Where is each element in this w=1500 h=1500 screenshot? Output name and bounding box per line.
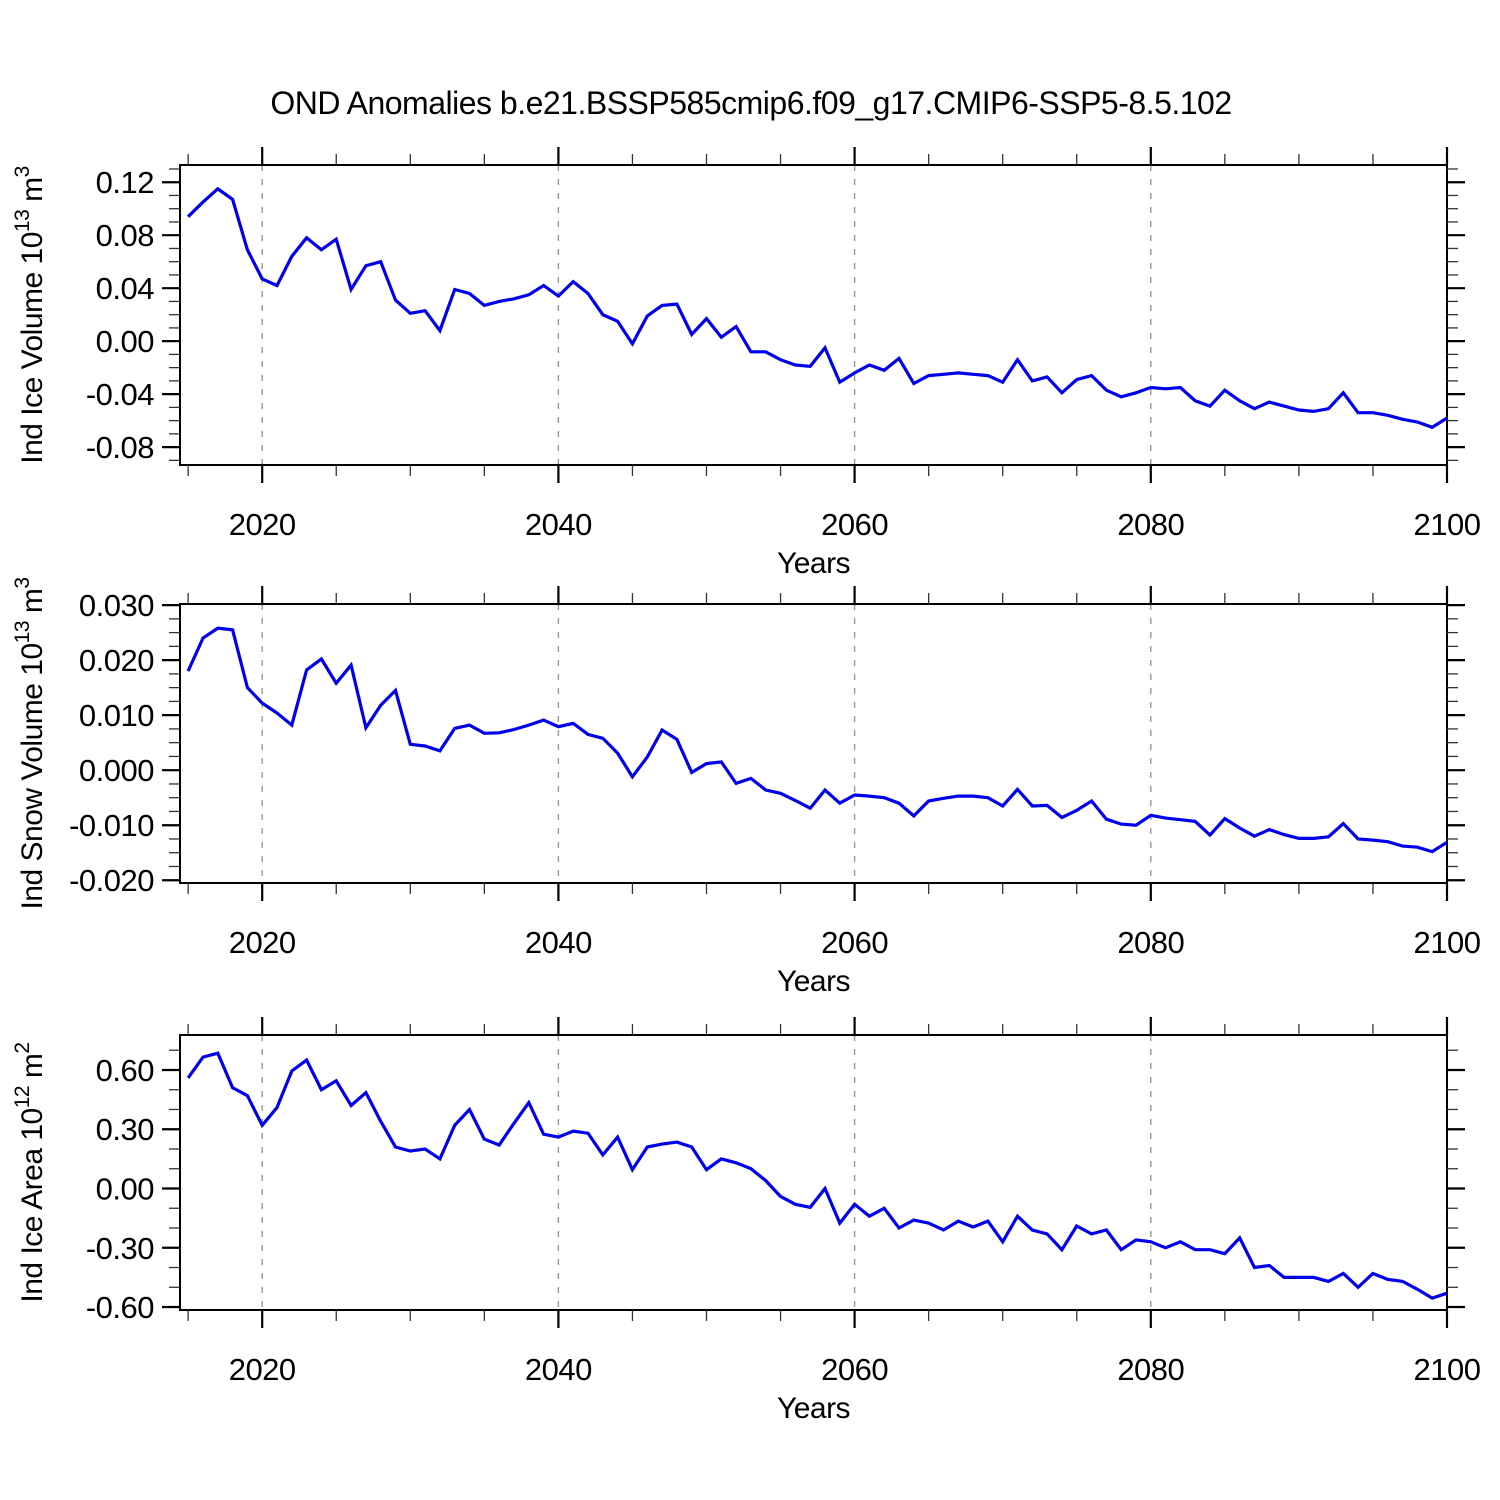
y-tick-label: 0.00 — [96, 324, 155, 359]
x-tick-label: 2080 — [1117, 925, 1184, 960]
panels-group: 2020 2040 2060 2080 2100 Years 0.12 0.08 0.04 0.0… — [11, 147, 1481, 1425]
x-tick-label: 2100 — [1414, 925, 1481, 960]
y-tick-label: 0.08 — [96, 218, 154, 253]
panel-ind-ice-volume: 2020 2040 2060 2080 2100 Years 0.12 0.08 0.04 0.0… — [11, 147, 1481, 580]
y-tick-label: -0.010 — [69, 808, 154, 843]
y-axis-title: Ind Snow Volume 1013 m3 — [11, 577, 49, 909]
y-tick-label: 0.12 — [96, 165, 154, 200]
y-tick-label: 0.30 — [96, 1112, 155, 1147]
x-tick-label: 2060 — [821, 507, 888, 542]
x-tick-label: 2040 — [525, 1352, 592, 1387]
y-tick-label: 0.010 — [79, 698, 154, 733]
x-axis-title: Years — [777, 1392, 850, 1425]
plot-box — [179, 1034, 1448, 1311]
y-ticks — [162, 604, 1465, 882]
x-ticks — [187, 147, 1449, 483]
x-tick-label: 2020 — [229, 1352, 296, 1387]
y-tick-label: -0.60 — [86, 1290, 154, 1325]
x-tick-label: 2040 — [525, 507, 592, 542]
y-tick-label: 0.60 — [96, 1053, 155, 1088]
x-ticks — [187, 1017, 1449, 1328]
y-tick-label: 0.04 — [96, 271, 155, 306]
x-axis-title: Years — [777, 547, 850, 580]
y-tick-label: -0.08 — [86, 430, 154, 465]
y-ticks — [162, 168, 1465, 462]
x-tick-label: 2080 — [1117, 1352, 1184, 1387]
x-ticks — [187, 586, 1449, 901]
plot-box — [179, 603, 1448, 884]
panel-ind-ice-area: 2020 2040 2060 2080 2100 Years 0.60 0.30 0.00 -0.… — [11, 1017, 1481, 1425]
x-tick-label: 2020 — [229, 507, 296, 542]
series-line-ind-snow-volume — [186, 626, 1448, 854]
x-tick-label: 2100 — [1414, 507, 1481, 542]
y-tick-label: 0.020 — [79, 643, 154, 678]
y-tick-label: -0.04 — [86, 377, 154, 412]
y-tick-label: 0.00 — [96, 1172, 155, 1207]
x-tick-label: 2100 — [1414, 1352, 1481, 1387]
y-tick-label: 0.000 — [79, 753, 154, 788]
chart-title: OND Anomalies b.e21.BSSP585cmip6.f09_g17… — [270, 85, 1231, 121]
y-tick-label: -0.30 — [86, 1231, 154, 1266]
x-axis-title: Years — [777, 965, 850, 998]
plot-box — [179, 164, 1448, 466]
y-axis-title: Ind Ice Volume 1013 m3 — [11, 166, 49, 464]
x-tick-label: 2080 — [1117, 507, 1184, 542]
x-tick-label: 2060 — [821, 1352, 888, 1387]
x-tick-label: 2040 — [525, 925, 592, 960]
series-line-ind-ice-area — [186, 1051, 1448, 1300]
panel-ind-snow-volume: 2020 2040 2060 2080 2100 Years 0.030 0.020 0.010… — [11, 577, 1481, 998]
x-tick-label: 2060 — [821, 925, 888, 960]
y-tick-label: -0.020 — [69, 863, 154, 898]
y-ticks — [162, 1049, 1465, 1309]
y-axis-title: Ind Ice Area 1012 m2 — [11, 1042, 49, 1302]
y-tick-label: 0.030 — [79, 588, 154, 623]
x-tick-label: 2020 — [229, 925, 296, 960]
series-line-ind-ice-volume — [186, 186, 1448, 430]
